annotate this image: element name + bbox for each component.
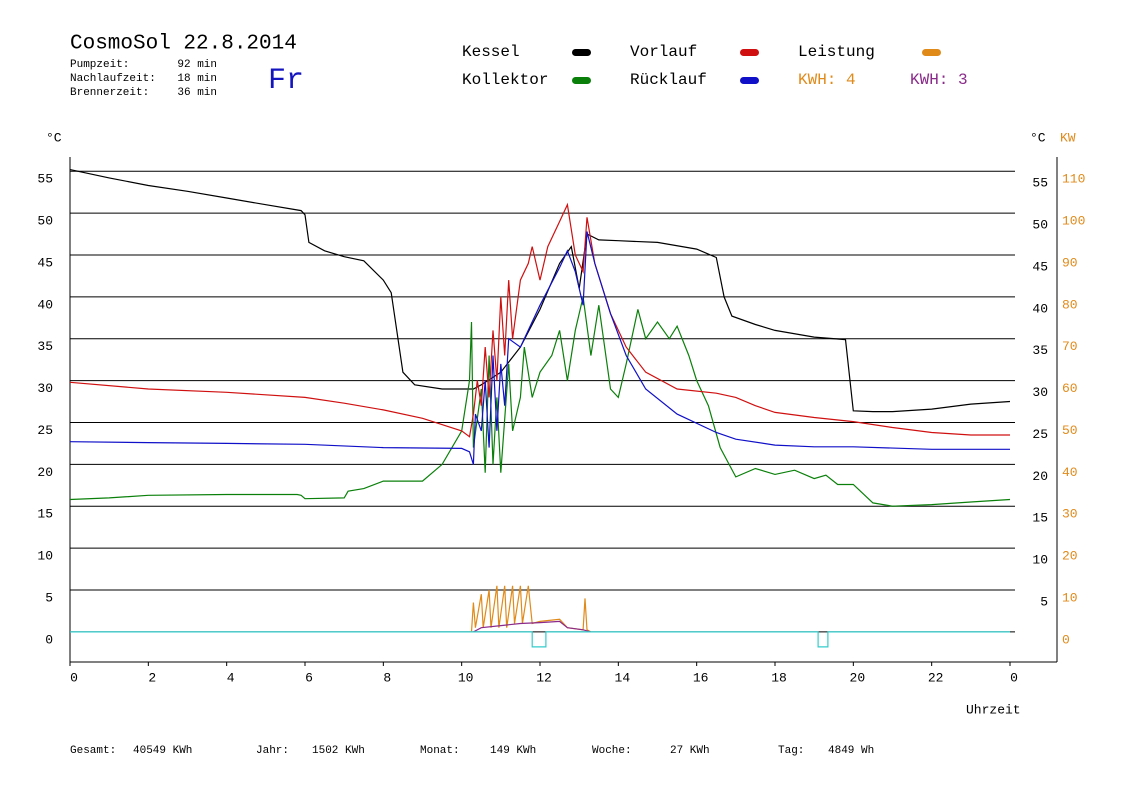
footer-value: 40549 KWh [133,745,192,757]
legend-marker [740,49,759,56]
x-tick-label: 8 [383,670,391,685]
legend-marker [740,77,759,84]
x-tick-label: 2 [148,670,156,685]
y-tick-label: 25 [37,423,53,438]
x-tick-label: 22 [928,670,944,685]
x-tick-label: 18 [771,670,787,685]
y2-tick-label: 90 [1062,255,1078,270]
time-label: Nachlaufzeit: [70,73,156,85]
legend-label: Kessel [462,43,520,61]
time-label: Pumpzeit: [70,59,129,71]
y2-tick-label: 100 [1062,214,1085,229]
series-line [69,202,1010,438]
y-tick-label: 0 [45,632,53,647]
y2-tick-label: 10 [1062,590,1078,605]
y-right-tick-label: 20 [1032,469,1048,484]
y2-tick-label: 110 [1062,172,1085,187]
x-tick-label: 0 [1010,670,1018,685]
series-line [69,231,1010,465]
x-tick-label: 16 [693,670,709,685]
x-tick-label: 12 [536,670,552,685]
y2-tick-label: 30 [1062,507,1078,522]
y-right-axis-label: °C [1030,130,1046,145]
y2-tick-label: 50 [1062,423,1078,438]
y2-tick-label: 40 [1062,465,1078,480]
y-tick-label: 40 [37,297,53,312]
y-axis-label: °C [46,130,62,145]
footer-label: Woche: [592,745,632,757]
y2-tick-label: 0 [1062,632,1070,647]
time-label: Brennerzeit: [70,87,149,99]
time-value: 18 min [177,73,217,85]
y-right-tick-label: 5 [1040,594,1048,609]
footer-label: Tag: [778,745,804,757]
kwh-label: KWH: 3 [910,71,968,89]
x-tick-label: 10 [458,670,474,685]
footer-value: 149 KWh [490,745,536,757]
time-value: 92 min [177,59,217,71]
legend-label: Kollektor [462,71,548,89]
y-right-tick-label: 35 [1032,343,1048,358]
legend-label: Leistung [798,43,875,61]
weekday: Fr [268,64,304,98]
y2-tick-label: 80 [1062,297,1078,312]
y-right-tick-label: 10 [1032,553,1048,568]
y-tick-label: 35 [37,339,53,354]
y-tick-label: 5 [45,590,53,605]
time-value: 36 min [177,87,217,99]
footer-value: 1502 KWh [312,745,365,757]
x-axis-label: Uhrzeit [966,702,1021,717]
legend-label: Vorlauf [630,43,697,61]
footer-value: 4849 Wh [828,745,874,757]
y2-axis-label: KW [1060,130,1076,145]
y-tick-label: 30 [37,381,53,396]
y2-tick-label: 70 [1062,339,1078,354]
x-tick-label: 6 [305,670,313,685]
legend-marker [572,49,591,56]
chart-title: CosmoSol 22.8.2014 [70,33,297,56]
y-right-tick-label: 40 [1032,301,1048,316]
y-right-tick-label: 50 [1032,218,1048,233]
series-line [473,620,592,633]
y-tick-label: 15 [37,507,53,522]
legend-marker [922,49,941,56]
y-tick-label: 20 [37,465,53,480]
footer-label: Gesamt: [70,745,116,757]
series-line [69,296,1011,507]
footer-value: 27 KWh [670,745,710,757]
y-right-tick-label: 15 [1032,511,1048,526]
legend-label: Rücklauf [630,71,707,89]
y2-tick-label: 60 [1062,381,1078,396]
footer-label: Monat: [420,745,460,757]
footer-label: Jahr: [256,745,289,757]
y-tick-label: 10 [37,549,53,564]
y2-tick-label: 20 [1062,549,1078,564]
x-tick-label: 14 [615,670,631,685]
series-line [69,169,1011,413]
kwh-label: KWH: 4 [798,71,856,89]
x-tick-label: 4 [227,670,235,685]
series-line [70,631,1010,648]
y-right-tick-label: 30 [1032,385,1048,400]
y-right-tick-label: 45 [1032,259,1048,274]
x-tick-label: 0 [70,670,78,685]
y-right-tick-label: 25 [1032,427,1048,442]
y-right-tick-label: 55 [1032,176,1048,191]
y-tick-label: 55 [37,172,53,187]
y-tick-label: 45 [37,255,53,270]
y-tick-label: 50 [37,214,53,229]
legend-marker [572,77,591,84]
x-tick-label: 20 [850,670,866,685]
